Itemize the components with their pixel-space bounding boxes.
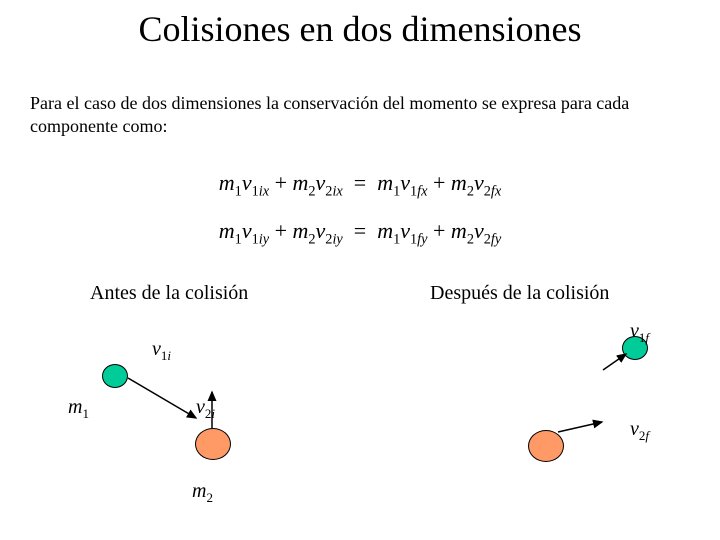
equation-y: m1v1iy + m2v2iy = m1v1fy + m2v2fy (0, 218, 720, 248)
intro-text: Para el caso de dos dimensiones la conse… (30, 92, 690, 137)
before-label: Antes de la colisión (90, 282, 248, 305)
mass-2-initial (195, 428, 231, 460)
after-label: Después de la colisión (430, 282, 609, 305)
arrow-v1f (603, 354, 626, 370)
label-v2f: v2f (630, 418, 649, 444)
label-m2: m2 (192, 480, 213, 506)
velocity-arrows (0, 0, 720, 540)
arrow-v1i (128, 378, 196, 418)
label-v2i: v2i (196, 396, 215, 422)
equation-x: m1v1ix + m2v2ix = m1v1fx + m2v2fx (0, 170, 720, 200)
label-v1i: v1i (152, 338, 171, 364)
mass-2-final (528, 430, 564, 462)
label-m1: m1 (68, 396, 89, 422)
mass-1-initial (102, 364, 128, 388)
label-v1f: v1f (630, 320, 649, 346)
page-title: Colisiones en dos dimensiones (0, 8, 720, 50)
arrow-v2f (558, 422, 602, 432)
